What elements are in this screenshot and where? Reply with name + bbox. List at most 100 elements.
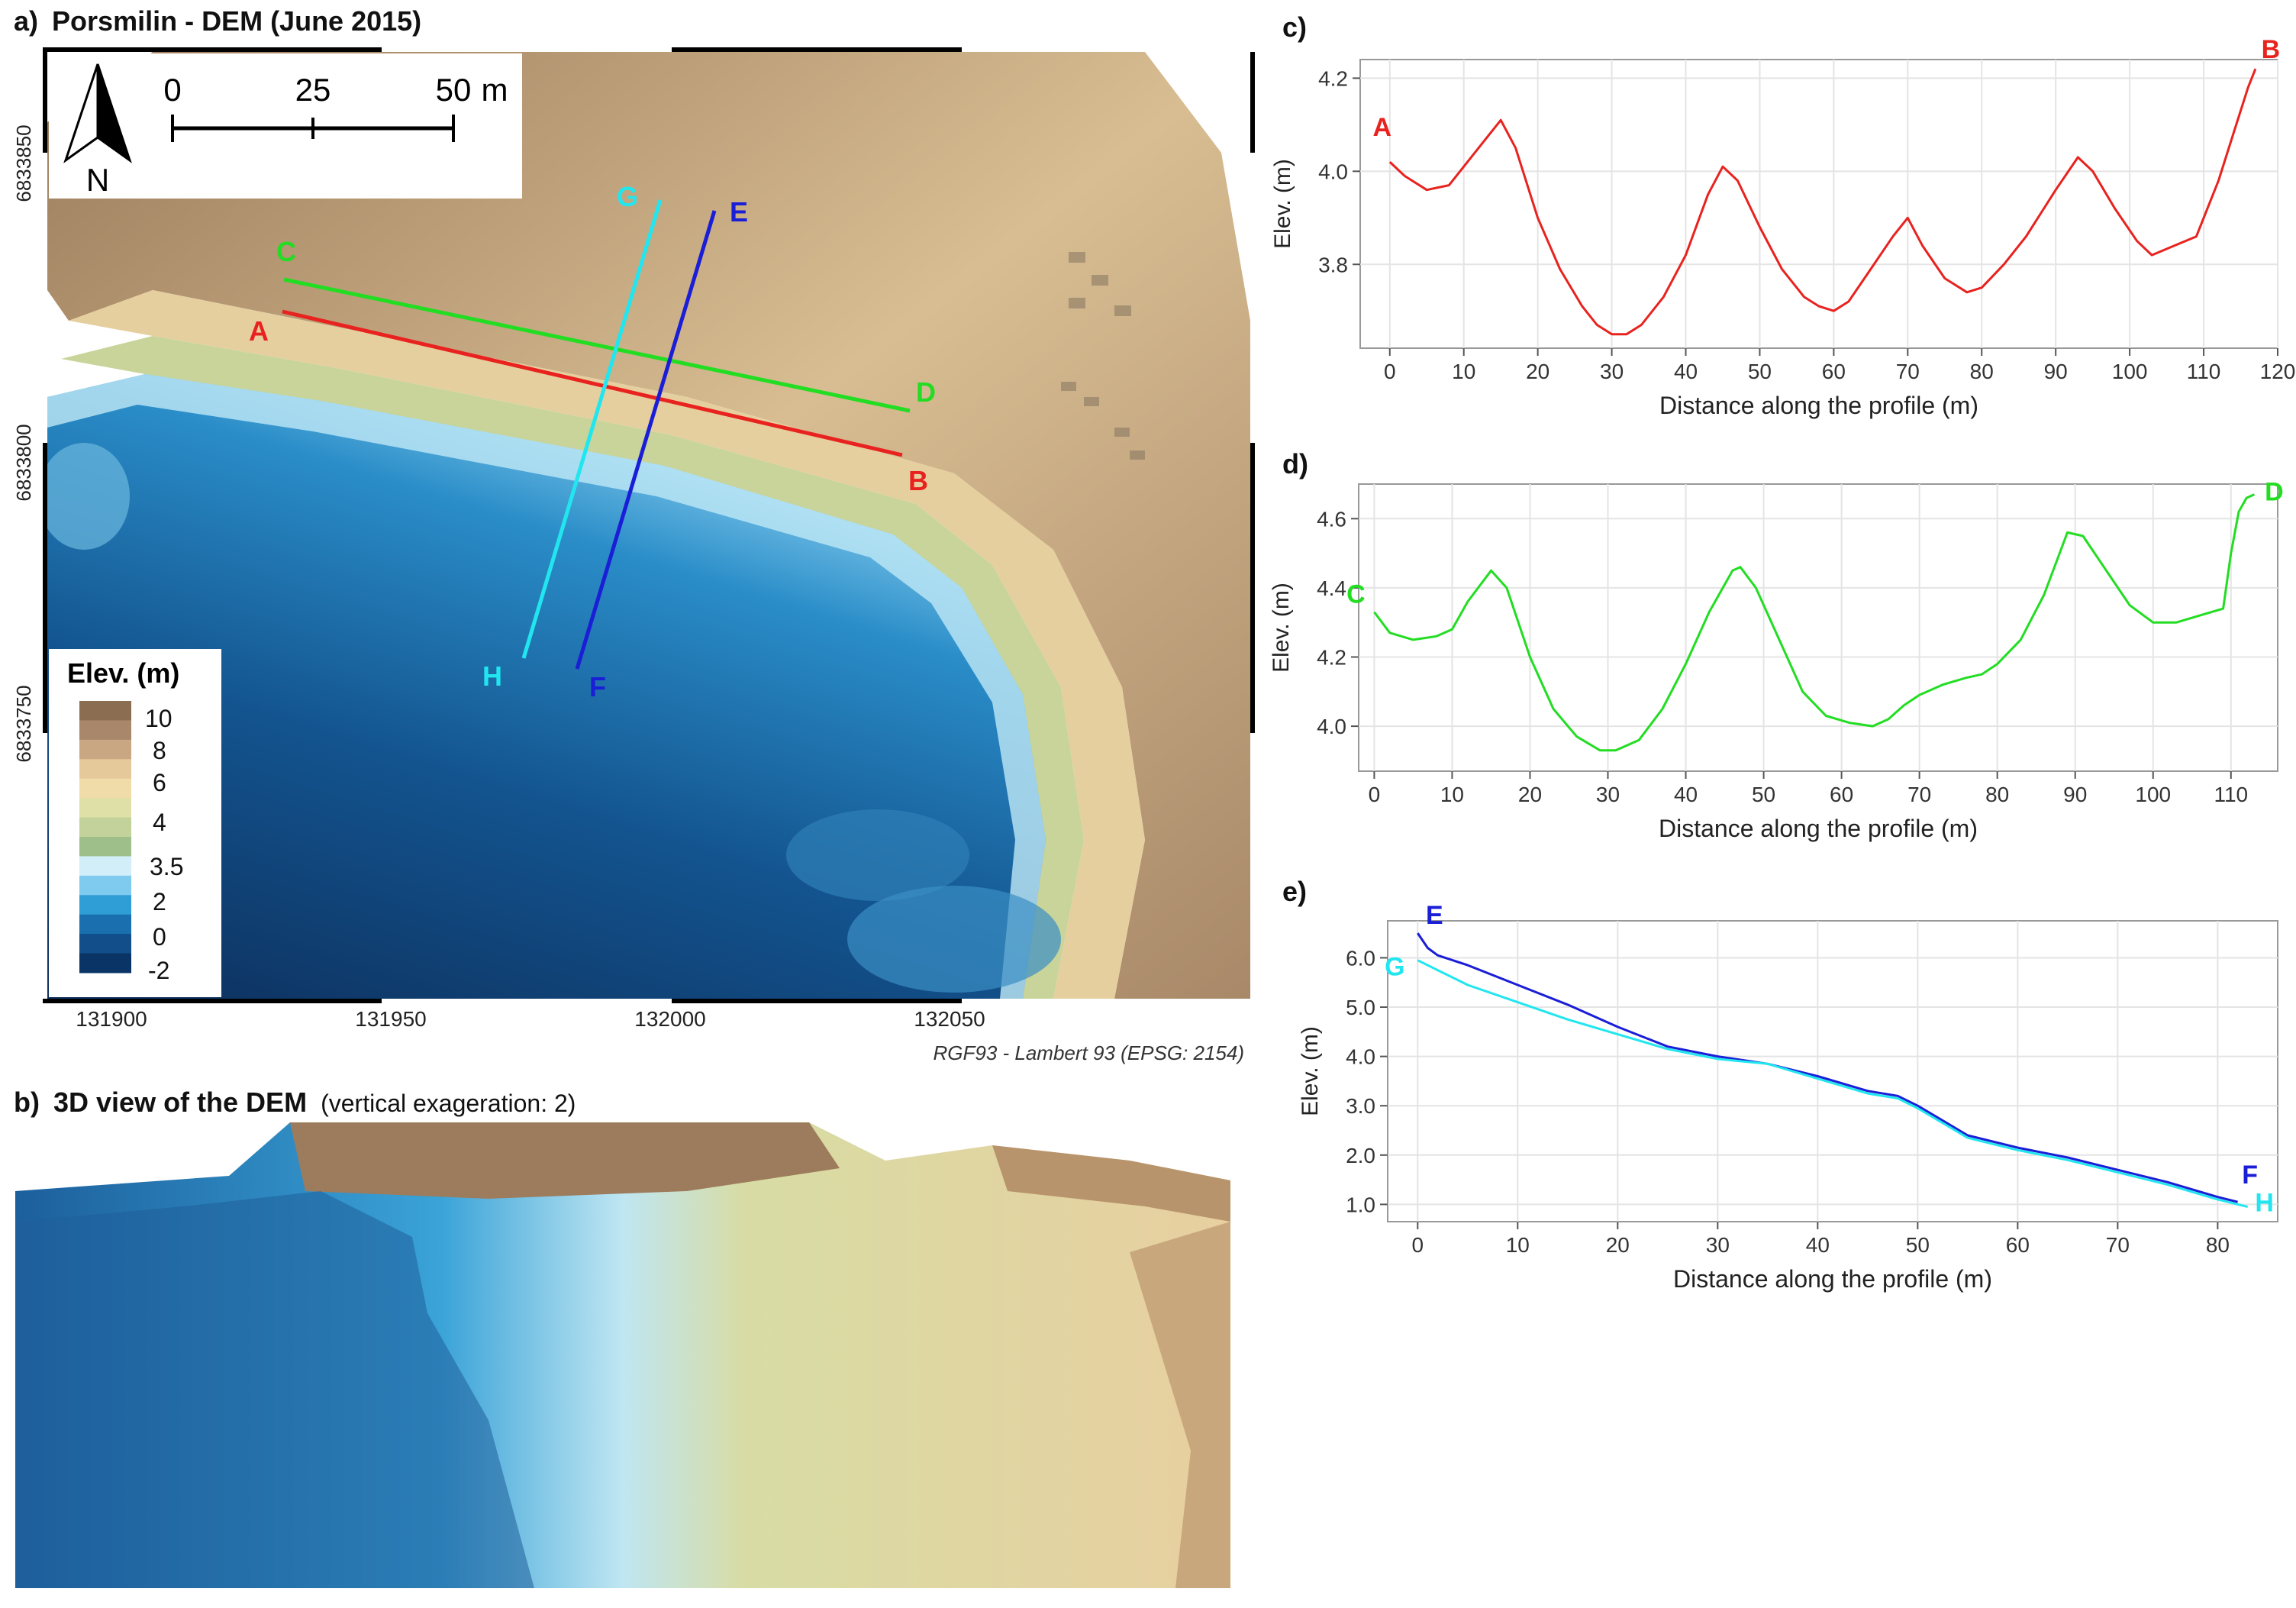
- panel-b-title: 3D view of the DEM: [53, 1087, 307, 1118]
- north-arrow-icon: N: [63, 63, 132, 198]
- y-tick-label: 4.0: [1317, 715, 1346, 738]
- north-scale-box: [49, 53, 522, 199]
- panel-a: a) Porsmilin - DEM (June 2015): [12, 5, 1255, 1064]
- rock-outcrop: [847, 886, 1061, 993]
- x-tick-label: 50: [1906, 1233, 1930, 1257]
- deep-water: [15, 1191, 534, 1588]
- x-axis-label: Distance along the profile (m): [1673, 1265, 1992, 1293]
- x-tick-label: 20: [1606, 1233, 1630, 1257]
- profile-label-e: E: [730, 196, 748, 228]
- profile-end-label: H: [2255, 1189, 2274, 1218]
- legend-label: 6: [153, 769, 166, 796]
- x-tick-label: 10: [1506, 1233, 1530, 1257]
- profile-end-label: B: [2262, 35, 2281, 64]
- x-tick-label: 20: [1526, 360, 1549, 383]
- profile-label-g: G: [617, 181, 638, 212]
- plot-area: [1358, 483, 2278, 772]
- x-tick-label: 0: [1369, 783, 1381, 806]
- panel-label: d): [1282, 448, 1308, 479]
- x-axis-label: Distance along the profile (m): [1659, 392, 1978, 419]
- plot-area: [1359, 59, 2278, 349]
- profile-line: [1373, 493, 2256, 752]
- panel-a-title: Porsmilin - DEM (June 2015): [52, 5, 421, 37]
- legend-swatch: [79, 914, 131, 935]
- profile-end-label: E: [1426, 901, 1443, 930]
- x-tick-label: 70: [1907, 783, 1931, 806]
- x-tick-label: 60: [1822, 360, 1846, 383]
- legend-swatch: [79, 817, 131, 838]
- cliff-right: [992, 1145, 1230, 1222]
- panel-b-subtitle: (vertical exageration: 2): [321, 1090, 576, 1117]
- y-tick-label: 1.0: [1346, 1193, 1375, 1216]
- y-tick-label: 4.2: [1317, 646, 1346, 670]
- y-tick-label: 4.4: [1317, 576, 1346, 600]
- y-tick-label: 3.8: [1318, 253, 1348, 276]
- profile-end-label: C: [1346, 580, 1366, 609]
- profile-label-b: B: [908, 465, 928, 496]
- profile-line-ab[interactable]: [282, 309, 903, 457]
- legend-swatch: [79, 953, 131, 974]
- panel-label: e): [1282, 876, 1307, 907]
- y-tick-label: 3.0: [1346, 1094, 1375, 1118]
- legend-swatch: [79, 739, 131, 760]
- svg-text:b) 3D view of the DEM: b) 3D view of the DEM (vertical exagerat…: [14, 1087, 576, 1118]
- plot-area: [1387, 920, 2278, 1222]
- x-tick-label: 70: [2106, 1233, 2130, 1257]
- scale-unit: m: [482, 72, 508, 108]
- y-axis-label: Elev. (m): [1269, 583, 1294, 673]
- profile-line: [1417, 932, 2238, 1203]
- x-tick-label: 70: [1896, 360, 1920, 383]
- rock-outcrop: [47, 443, 130, 550]
- profile-line-gh[interactable]: [521, 199, 663, 659]
- chart-e: e) 0 10 20 30 40 50 60 70 80 1.0 2.0 3.0 4.0 5.0 6.0 Dis…: [1282, 876, 2278, 1293]
- profile-label-h: H: [482, 660, 502, 692]
- x-axis-label: Distance along the profile (m): [1659, 815, 1978, 842]
- y-tick-label: 4.2: [1318, 66, 1348, 90]
- legend-label: -2: [148, 957, 169, 984]
- scale-label-0: 0: [163, 72, 181, 108]
- dem-map[interactable]: A B C D E F G H N 0 25: [38, 52, 1250, 999]
- x-tick-label: 80: [2206, 1233, 2230, 1257]
- cliff-foreground: [1130, 1222, 1230, 1588]
- legend-swatch: [79, 837, 131, 857]
- y-tick-label: 4.6: [1317, 507, 1346, 531]
- x-tick-label: 90: [2063, 783, 2087, 806]
- profile-line-cd[interactable]: [283, 277, 911, 413]
- x-tick-label: 50: [1748, 360, 1772, 383]
- x-tick-label: 90: [2044, 360, 2068, 383]
- intertidal-band: [61, 336, 1084, 999]
- chart-d: d) 0 10 20 30 40 50 60 70 80 90 100 110 4.0 4.2 4.4 4.6 D…: [1269, 448, 2284, 842]
- elevation-legend: Elev. (m) 10 8 6 4 3.5 2 0 -2: [49, 649, 221, 997]
- panel-b: b) 3D view of the DEM (vertical exagerat…: [14, 1087, 1230, 1588]
- y-tick-label: 6.0: [1346, 946, 1375, 970]
- profile-line-ef[interactable]: [575, 210, 717, 670]
- x-tick-label: 20: [1518, 783, 1542, 806]
- legend-swatches: [79, 701, 131, 974]
- x-tick-label: 40: [1674, 783, 1698, 806]
- legend-swatch: [79, 875, 131, 896]
- dem-3d-view[interactable]: [15, 1122, 1230, 1588]
- legend-label: 3.5: [150, 853, 183, 880]
- y-tick-label: 4.0: [1346, 1045, 1375, 1069]
- cliff-backdrop: [290, 1122, 840, 1199]
- x-tick-label: 60: [2006, 1233, 2030, 1257]
- profile-label-c: C: [276, 236, 296, 267]
- x-tick-label: 10: [1440, 783, 1464, 806]
- y-axis-label: Elev. (m): [1270, 159, 1295, 249]
- profile-line: [1388, 68, 2257, 336]
- x-tick-label: 10: [1452, 360, 1475, 383]
- x-tick-label: 110: [2187, 360, 2221, 383]
- legend-swatch: [79, 856, 131, 877]
- y-tick-label: 4.0: [1318, 160, 1348, 183]
- legend-swatch: [79, 778, 131, 799]
- map-y-axis: 6833850 6833800 6833750: [12, 124, 35, 762]
- x-tick-label: 100: [2135, 783, 2171, 806]
- legend-swatch: [79, 720, 131, 741]
- legend-swatch: [79, 759, 131, 780]
- profile-label-d: D: [916, 376, 936, 408]
- legend-label: 10: [145, 705, 173, 732]
- x-tick-label: 110: [2214, 783, 2248, 806]
- x-tick-label: 30: [1706, 1233, 1730, 1257]
- map-y-tick: 6833750: [12, 685, 35, 762]
